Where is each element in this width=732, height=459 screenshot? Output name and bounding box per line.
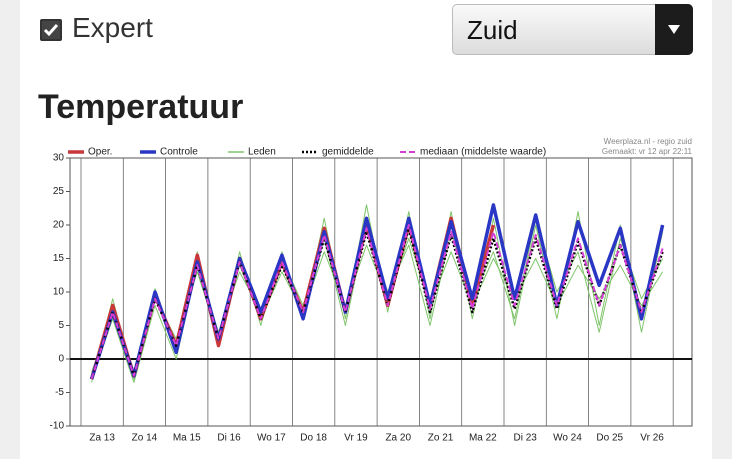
region-select[interactable]: Zuid (452, 4, 693, 55)
arrow-icon (668, 25, 680, 34)
expert-checkbox[interactable] (40, 19, 62, 41)
check-mark (43, 24, 59, 37)
select-arrow[interactable] (655, 4, 693, 55)
expert-label[interactable]: Expert (72, 12, 153, 43)
card (20, 0, 712, 459)
section-title: Temperatuur (38, 88, 244, 126)
region-value: Zuid (467, 15, 518, 45)
